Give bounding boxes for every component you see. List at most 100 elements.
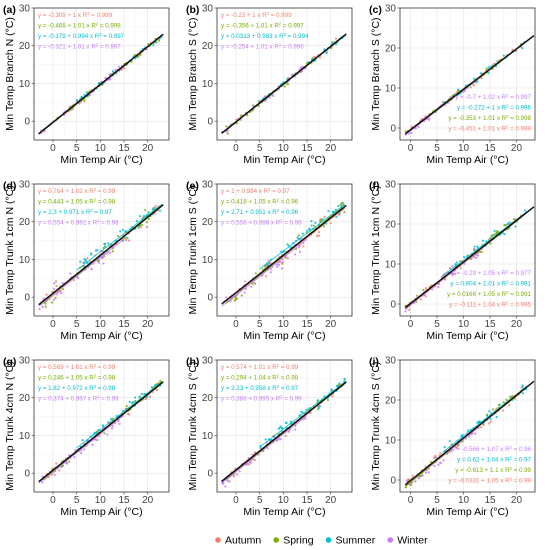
y-tick-label: 10 <box>19 79 31 90</box>
point-autumn <box>520 386 523 389</box>
point-winter <box>227 480 230 483</box>
point-spring <box>97 259 101 262</box>
r2-value: = 0.994 <box>286 33 309 40</box>
point-autumn <box>145 225 148 229</box>
point-summer <box>140 392 143 396</box>
r2-superscript: 2 <box>277 363 280 368</box>
point-autumn <box>424 295 427 298</box>
point-summer <box>318 405 321 408</box>
y-tick-label: 20 <box>202 41 214 52</box>
x-tick-label: 5 <box>434 143 440 154</box>
y-tick-label: 20 <box>19 41 31 52</box>
panel-border <box>399 183 536 317</box>
point-summer <box>341 202 345 205</box>
r2-value: = 0.96 <box>279 199 299 206</box>
point-winter <box>299 238 302 241</box>
r2-label: R <box>86 209 91 216</box>
x-tick-label: 15 <box>484 495 496 506</box>
y-tick-label: 10 <box>385 260 397 271</box>
point-summer <box>286 243 289 246</box>
r2-value: = 0.99 <box>283 396 303 403</box>
point-autumn <box>334 37 338 40</box>
point-summer <box>316 399 319 402</box>
equation-text: y = 0.388 + 0.995 x <box>221 396 276 403</box>
r2-value: = 0.99 <box>100 396 120 403</box>
point-summer <box>514 225 517 228</box>
x-tick-label: 5 <box>74 495 80 506</box>
point-summer <box>131 401 135 404</box>
x-axis-label: Min Temp Air (°C) <box>60 154 142 166</box>
point-summer <box>521 47 524 50</box>
y-tick-label: 10 <box>202 255 214 266</box>
point-winter <box>297 246 301 249</box>
panel-border <box>216 359 353 493</box>
r2-value: = 0.98 <box>96 385 116 392</box>
point-autumn <box>128 239 131 242</box>
equation-text: y = 0.574 + 1.01 x <box>221 364 272 371</box>
point-spring <box>141 223 144 226</box>
point-summer <box>111 70 115 73</box>
equation-winter: y = 0.388 + 0.995 x R2 = 0.99 <box>221 394 302 403</box>
equation-winter: y = -0.29 + 1.05 x R2 = 0.977 <box>452 269 532 278</box>
equation-spring: y = -0.353 + 1.01 x R2 = 0.998 <box>448 114 531 123</box>
equation-text: y = 0.764 + 1.02 x <box>38 188 89 195</box>
y-tick-label: 10 <box>202 79 214 90</box>
point-summer <box>335 215 338 218</box>
x-tick-label: 10 <box>278 495 290 506</box>
point-autumn <box>265 275 268 278</box>
point-spring <box>240 294 243 297</box>
point-autumn <box>439 452 442 455</box>
x-tick-label: 5 <box>74 143 80 154</box>
y-tick-label: 0 <box>390 124 396 135</box>
r2-superscript: 2 <box>94 373 97 378</box>
point-spring <box>429 460 433 464</box>
r2-value: = 0.997 <box>102 33 125 40</box>
point-winter <box>421 474 424 477</box>
equation-autumn: y = 0.764 + 1.02 x R2 = 0.99 <box>38 187 116 196</box>
point-autumn <box>55 285 58 288</box>
point-winter <box>221 482 225 485</box>
point-summer <box>259 446 262 450</box>
equation-text: y = 2.13 + 0.958 x <box>221 385 272 392</box>
point-spring <box>497 404 500 407</box>
point-winter <box>267 262 270 265</box>
x-tick-label: 20 <box>325 495 337 506</box>
point-summer <box>128 400 131 403</box>
equation-text: y = -0.356 + 1.01 x <box>221 23 274 30</box>
point-summer <box>82 261 85 264</box>
point-spring <box>489 242 492 245</box>
point-summer <box>80 95 84 98</box>
point-summer <box>476 245 479 248</box>
equation-summer: y = 0.904 + 1.01 x R2 = 0.981 <box>450 279 531 288</box>
point-spring <box>414 480 417 483</box>
point-summer <box>79 260 82 263</box>
point-winter <box>53 473 56 476</box>
r2-label: R <box>505 478 510 485</box>
point-summer <box>455 261 458 264</box>
point-winter <box>91 443 94 446</box>
point-summer <box>279 425 282 428</box>
equation-winter: y = -0.254 + 1.01 x R2 = 0.996 <box>221 42 304 51</box>
equation-text: y = -0.451 + 1.01 x <box>448 126 501 133</box>
r2-value: = 0.977 <box>508 270 531 277</box>
fit-line-winter <box>38 415 125 484</box>
point-spring <box>326 398 330 402</box>
r2-value: = 0.999 <box>269 12 292 19</box>
r2-value: = 0.998 <box>508 115 531 122</box>
overall-fit-line <box>221 204 347 305</box>
point-spring <box>68 460 71 463</box>
point-spring <box>320 219 323 222</box>
equation-summer: y = 1.82 + 0.972 x R2 = 0.98 <box>38 384 116 393</box>
point-summer <box>331 40 334 44</box>
point-spring <box>491 408 495 411</box>
point-autumn <box>127 413 131 416</box>
point-autumn <box>408 308 411 311</box>
overall-fit-line <box>221 381 347 482</box>
equation-text: y = 0.246 + 1.05 x <box>38 375 89 382</box>
r2-label: R <box>262 12 267 19</box>
point-autumn <box>284 434 287 437</box>
x-tick-label: 10 <box>458 319 470 330</box>
point-summer <box>147 211 150 214</box>
point-summer <box>454 262 457 266</box>
